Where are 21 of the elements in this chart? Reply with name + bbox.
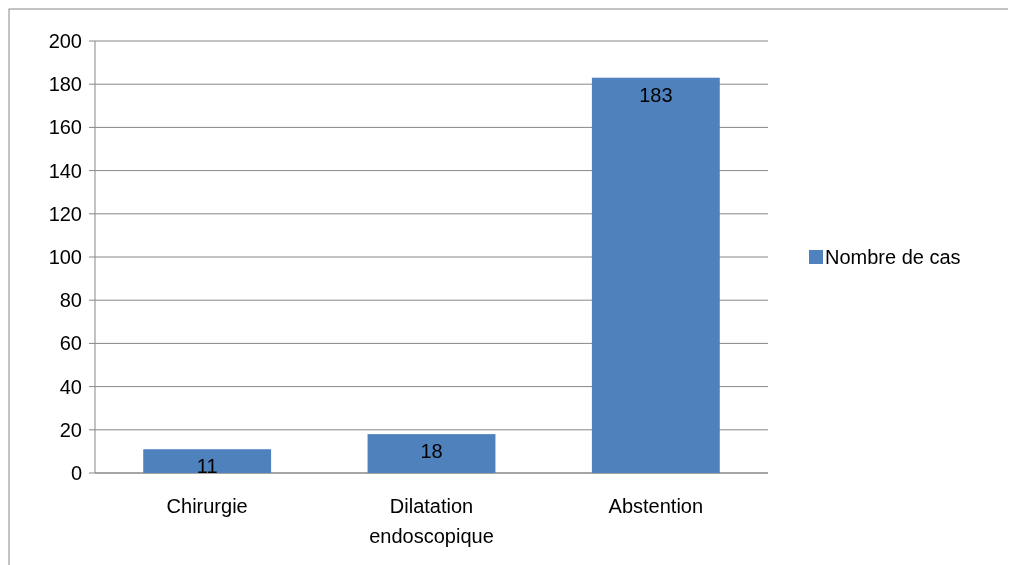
- y-tick-label: 0: [70, 462, 82, 484]
- y-tick-label: 40: [59, 375, 82, 398]
- y-tick-label: 200: [48, 30, 82, 52]
- y-tick-label: 140: [48, 159, 82, 182]
- y-tick-label: 180: [48, 73, 82, 96]
- bar: [143, 449, 272, 473]
- y-tick-label: 160: [48, 116, 82, 139]
- data-label: 11: [196, 455, 218, 478]
- legend-label: Nombre de cas: [825, 246, 961, 268]
- data-label: 183: [639, 83, 673, 106]
- x-tick-label: Chirurgie: [166, 495, 248, 517]
- x-tick-label: Dilatation endoscopique: [369, 495, 494, 547]
- bar: [367, 434, 496, 473]
- y-tick-label: 120: [48, 202, 82, 225]
- y-tick-label: 100: [48, 246, 82, 268]
- y-tick-label: 80: [59, 289, 82, 312]
- bar: [591, 77, 720, 473]
- x-tick-label: Abstention: [608, 495, 704, 517]
- y-tick-label: 20: [59, 418, 82, 441]
- data-label: 18: [420, 440, 443, 463]
- y-tick-label: 60: [59, 332, 82, 355]
